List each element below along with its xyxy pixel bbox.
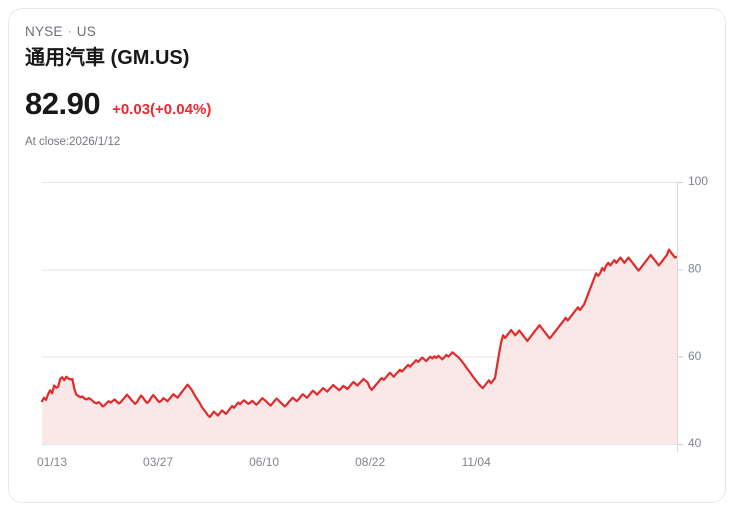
exchange-region-row: NYSE · US [25,23,709,41]
separator-dot-icon: · [67,24,72,38]
quote-header: NYSE · US 通用汽車 (GM.US) 82.90 +0.03(+0.04… [25,23,709,150]
company-name: 通用汽車 (GM.US) [25,47,190,69]
chart-ticks [677,182,683,445]
price-line [40,248,679,419]
y-axis-label: 80 [688,262,702,276]
stock-quote-card: NYSE · US 通用汽車 (GM.US) 82.90 +0.03(+0.04… [8,8,726,503]
y-axis-label: 100 [688,174,708,188]
x-axis-labels: 01/13 03/27 06/10 08/22 11/04 [37,455,491,469]
y-axis-label: 60 [688,349,702,363]
x-axis-label: 11/04 [462,455,491,469]
price-row: 82.90 +0.03(+0.04%) [25,86,709,122]
x-axis-label: 06/10 [249,455,279,469]
chart-gridlines [42,182,677,445]
price-area-fill [42,249,677,444]
last-price: 82.90 [25,86,101,121]
market-close-note: At close:2026/1/12 [25,136,121,148]
y-axis-label: 40 [688,436,702,450]
x-axis-label: 03/27 [143,455,173,469]
x-axis-label: 01/13 [37,455,67,469]
y-axis-labels: 100 80 60 40 [688,174,708,450]
region-label: US [76,24,96,39]
price-change: +0.03(+0.04%) [112,101,212,118]
x-axis-label: 08/22 [355,455,385,469]
exchange-label: NYSE [25,24,63,39]
